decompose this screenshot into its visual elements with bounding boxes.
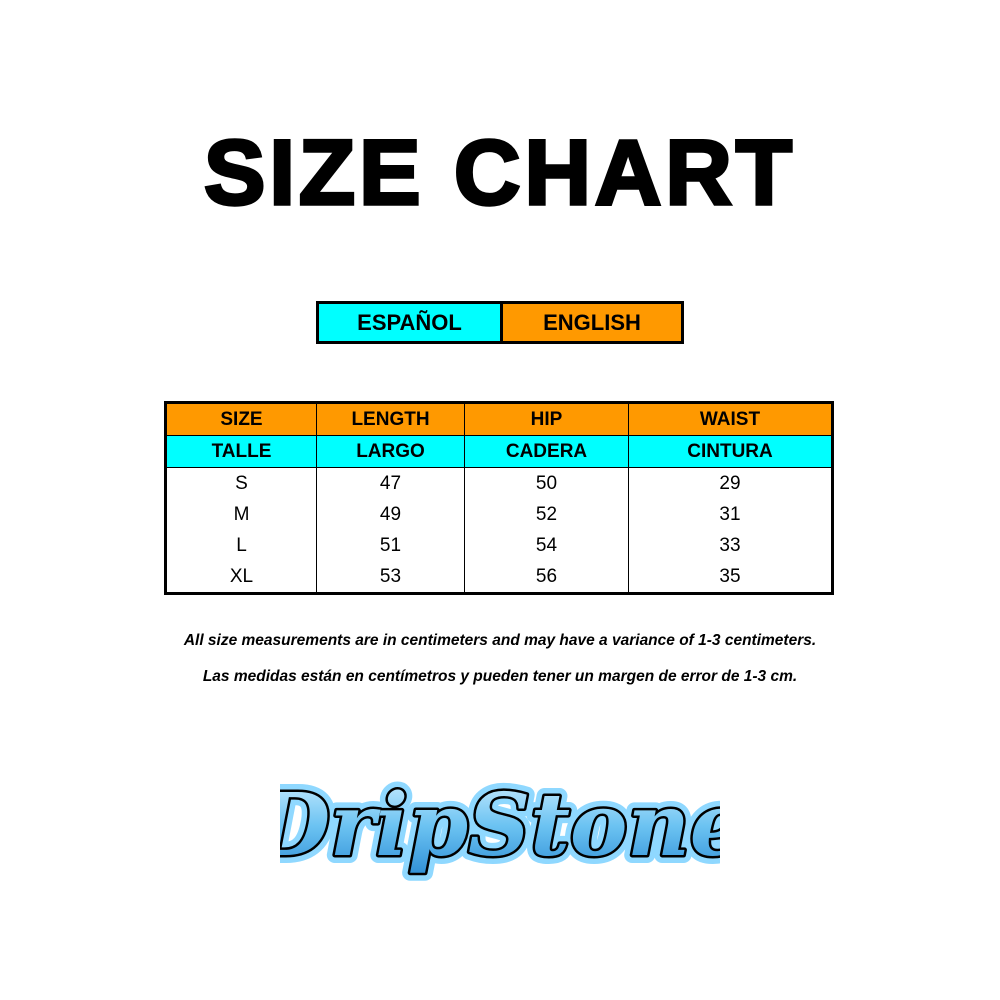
header-cell: SIZE [165, 402, 317, 436]
table-cell: 51 [316, 530, 465, 561]
table-cell: 29 [628, 467, 833, 499]
table-row: L 51 54 33 [165, 530, 833, 561]
table-cell: 56 [464, 561, 629, 594]
table-cell: 54 [464, 530, 629, 561]
header-cell: HIP [464, 402, 629, 436]
note-spanish: Las medidas están en centímetros y puede… [202, 668, 798, 685]
table-cell: 31 [628, 499, 833, 530]
logo-text: DripStone [280, 775, 720, 876]
header-cell: WAIST [628, 402, 833, 436]
table-cell: XL [165, 561, 317, 594]
table-cell: L [165, 530, 317, 561]
legend-english: ENGLISH [503, 304, 681, 341]
table-cell: S [165, 467, 317, 499]
table-cell: 35 [628, 561, 833, 594]
legend-spanish: ESPAÑOL [319, 304, 503, 341]
note-english: All size measurements are in centimeters… [183, 632, 817, 649]
table-cell: 33 [628, 530, 833, 561]
table-row: M 49 52 31 [165, 499, 833, 530]
table-cell: 49 [316, 499, 465, 530]
language-legend: ESPAÑOL ENGLISH [316, 301, 684, 344]
header-cell: LENGTH [316, 402, 465, 436]
header-cell: TALLE [165, 435, 317, 468]
size-table: SIZE LENGTH HIP WAIST TALLE LARGO CADERA… [164, 401, 834, 595]
header-cell: LARGO [316, 435, 465, 468]
dripstone-logo: DripStone DripStone [280, 767, 720, 884]
table-cell: M [165, 499, 317, 530]
table-row: XL 53 56 35 [165, 561, 833, 594]
logo-glow: DripStone [280, 775, 720, 876]
header-row-english: SIZE LENGTH HIP WAIST [165, 402, 833, 436]
table-cell: 47 [316, 467, 465, 499]
table-row: S 47 50 29 [165, 467, 833, 499]
header-row-spanish: TALLE LARGO CADERA CINTURA [165, 435, 833, 468]
header-cell: CADERA [464, 435, 629, 468]
page-title: SIZE CHART [202, 120, 796, 226]
table-cell: 53 [316, 561, 465, 594]
table-cell: 50 [464, 467, 629, 499]
header-cell: CINTURA [628, 435, 833, 468]
table-cell: 52 [464, 499, 629, 530]
